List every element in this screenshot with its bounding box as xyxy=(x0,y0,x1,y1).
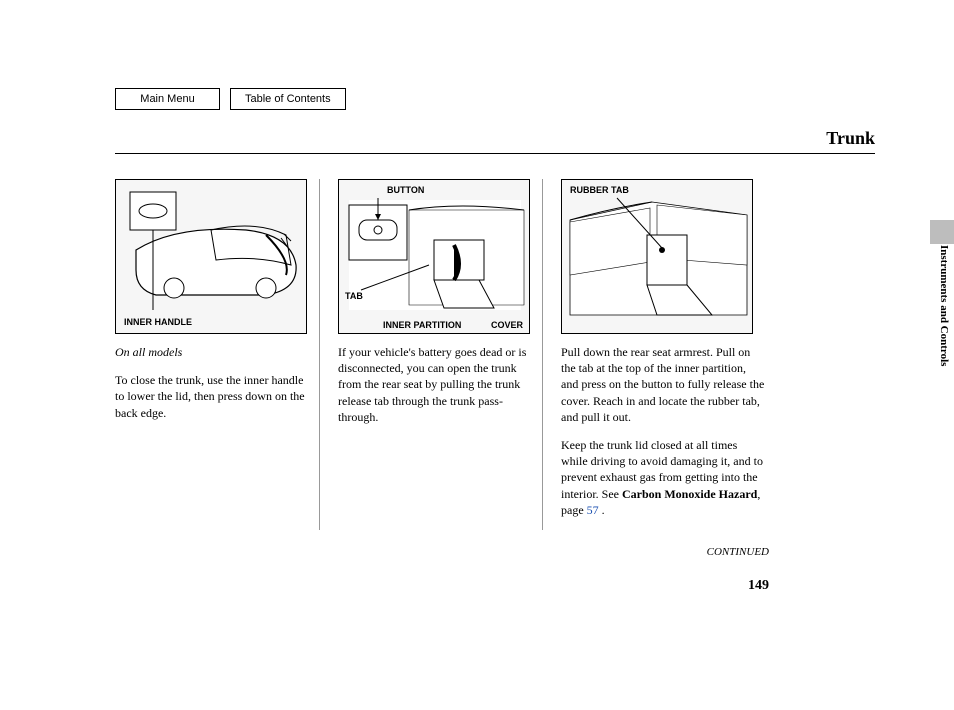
continued-label: CONTINUED xyxy=(115,546,769,558)
col1-body: On all models To close the trunk, use th… xyxy=(115,344,307,421)
label-tab: TAB xyxy=(345,290,363,302)
trunk-close-illustration xyxy=(116,180,308,335)
trunk-release-illustration xyxy=(339,180,531,335)
label-cover: COVER xyxy=(491,319,523,331)
col3-body: Pull down the rear seat armrest. Pull on… xyxy=(561,344,766,518)
col3-p1: Pull down the rear seat armrest. Pull on… xyxy=(561,344,766,425)
section-tab-marker xyxy=(930,220,954,244)
rubber-tab-illustration xyxy=(562,180,754,335)
figure-trunk-close: INNER HANDLE xyxy=(115,179,307,334)
figure-trunk-release: BUTTON TAB INNER PARTITION COVER xyxy=(338,179,530,334)
col3-p2-bold: Carbon Monoxide Hazard xyxy=(622,487,757,501)
col3-p2-c: . xyxy=(599,503,605,517)
toc-button[interactable]: Table of Contents xyxy=(230,88,346,110)
footer: CONTINUED 149 xyxy=(115,546,769,594)
label-inner-handle: INNER HANDLE xyxy=(124,318,192,327)
main-menu-button[interactable]: Main Menu xyxy=(115,88,220,110)
col2-body: If your vehicle's battery goes dead or i… xyxy=(338,344,530,425)
page-title: Trunk xyxy=(115,128,875,149)
page-content: Main Menu Table of Contents Trunk INNER xyxy=(115,88,875,594)
nav-buttons: Main Menu Table of Contents xyxy=(115,88,875,110)
col1-note: On all models xyxy=(115,344,307,360)
figure-rubber-tab: RUBBER TAB xyxy=(561,179,753,334)
title-rule xyxy=(115,153,875,154)
label-button: BUTTON xyxy=(387,184,424,196)
column-3: RUBBER TAB Pull down the rear seat armre… xyxy=(561,179,766,530)
page-link-57[interactable]: 57 xyxy=(587,503,599,517)
col1-text: To close the trunk, use the inner handle… xyxy=(115,372,307,421)
label-inner-partition: INNER PARTITION xyxy=(383,319,461,331)
col3-p2: Keep the trunk lid closed at all times w… xyxy=(561,437,766,518)
content-columns: INNER HANDLE On all models To close the … xyxy=(115,179,875,530)
page-number: 149 xyxy=(115,578,769,594)
column-1: INNER HANDLE On all models To close the … xyxy=(115,179,320,530)
col2-text: If your vehicle's battery goes dead or i… xyxy=(338,344,530,425)
label-rubber-tab: RUBBER TAB xyxy=(570,184,629,196)
column-2: BUTTON TAB INNER PARTITION COVER If your… xyxy=(338,179,543,530)
section-side-label: Instruments and Controls xyxy=(938,245,950,366)
